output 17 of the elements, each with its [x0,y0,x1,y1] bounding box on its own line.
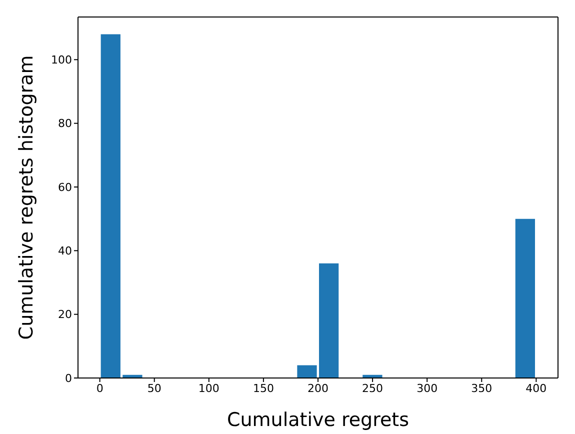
y-tick-label: 100 [51,54,72,67]
y-axis-title: Cumulative regrets histogram [16,55,38,340]
x-tick-label: 300 [416,382,438,395]
y-tick-label: 0 [65,372,72,385]
x-tick-label: 150 [252,382,274,395]
x-tick-label: 350 [471,382,492,395]
x-tick-label: 400 [526,382,547,395]
y-tick-label: 80 [58,117,72,130]
x-tick-label: 200 [308,382,328,395]
y-tick-label: 20 [58,308,72,322]
x-tick-label: 0 [96,382,104,395]
x-tick-label: 50 [147,382,162,395]
x-axis-title: Cumulative regrets [226,409,410,431]
x-tick-label: 250 [362,382,384,395]
y-tick-label: 40 [58,244,72,258]
x-tick-label: 100 [198,382,220,395]
y-tick-label: 60 [58,180,72,194]
